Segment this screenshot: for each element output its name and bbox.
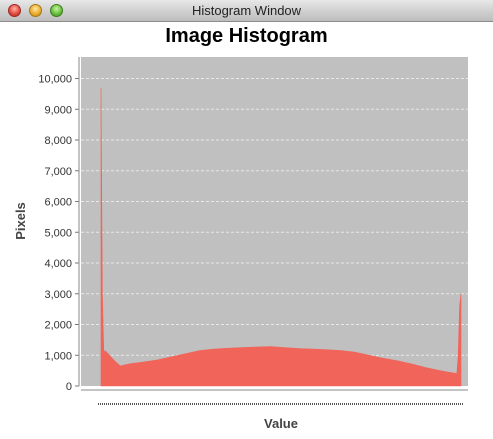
y-tick-label: 6,000 (44, 197, 72, 209)
axes: 0 1,000 2,000 3,000 4,000 5,000 6,000 7,000 8,00… (38, 57, 468, 405)
chart-title: Image Histogram (165, 25, 328, 47)
window-title: Histogram Window (191, 3, 302, 18)
close-window-button[interactable] (8, 4, 21, 17)
y-tick-label: 9,000 (44, 104, 72, 116)
y-tick-label: 2,000 (44, 320, 72, 332)
y-tick-label: 7,000 (44, 166, 72, 178)
y-tick-label: 5,000 (44, 227, 72, 239)
y-axis-label: Pixels (13, 202, 28, 240)
y-tick-label: 10,000 (38, 74, 72, 86)
title-bar[interactable]: Histogram Window (0, 0, 493, 22)
y-tick-label: 0 (66, 381, 72, 393)
zoom-window-button[interactable] (50, 4, 63, 17)
y-tick-label: 3,000 (44, 289, 72, 301)
y-tick-label: 4,000 (44, 258, 72, 270)
y-tick-label: 8,000 (44, 135, 72, 147)
histogram-area (100, 87, 462, 387)
x-axis-label: Value (264, 416, 298, 431)
y-tick-label: 1,000 (44, 350, 72, 362)
minimize-window-button[interactable] (29, 4, 42, 17)
grid-lines (81, 78, 468, 356)
plot-area (81, 57, 468, 386)
